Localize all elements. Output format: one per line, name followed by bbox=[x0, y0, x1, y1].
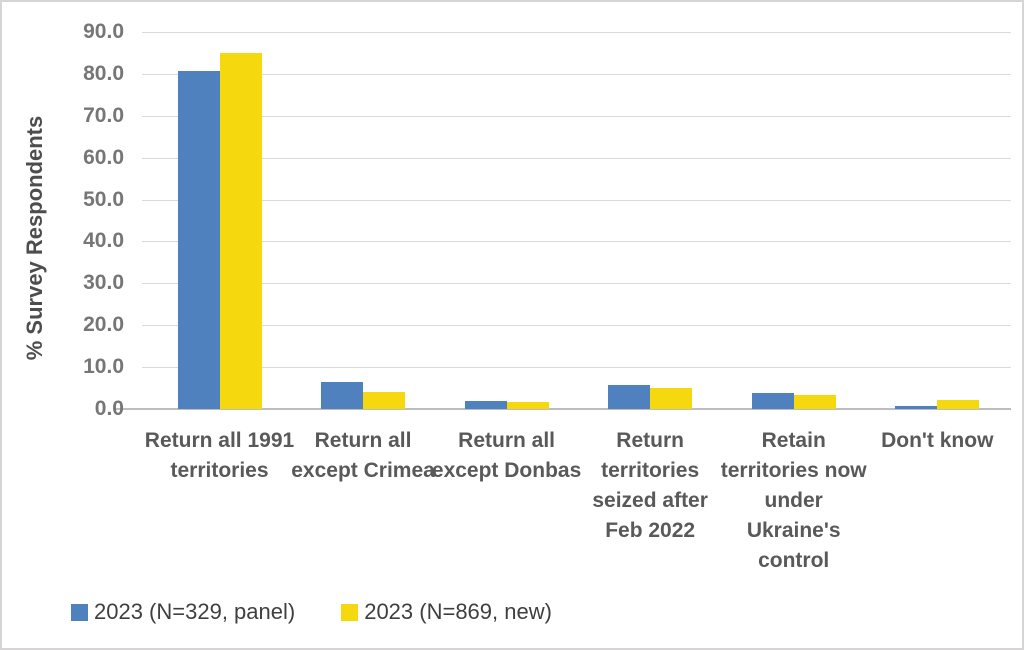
category-label: Return territories seized after Feb 2022 bbox=[592, 429, 708, 542]
y-tick-label: 80.0 bbox=[83, 61, 124, 85]
y-tick-label: 20.0 bbox=[83, 313, 124, 337]
bar-series-1-cat-2 bbox=[321, 382, 364, 409]
legend-swatch-icon bbox=[71, 603, 88, 621]
bar-series-2-cat-5 bbox=[793, 394, 836, 409]
legend-swatch-icon bbox=[341, 603, 359, 621]
x-axis-line bbox=[115, 408, 1011, 410]
legend-item-1: 2023 (N=329, panel) bbox=[71, 599, 295, 625]
legend: 2023 (N=329, panel) 2023 (N=869, new) bbox=[71, 599, 552, 625]
y-tick-label: 0.0 bbox=[94, 397, 124, 420]
gridline bbox=[142, 241, 1011, 243]
bar-series-2-cat-4 bbox=[650, 387, 693, 409]
category-label: Return all 1991 territories bbox=[144, 429, 295, 482]
bar-series-1-cat-3 bbox=[464, 400, 507, 409]
bar-series-2-cat-6 bbox=[937, 400, 980, 409]
gridline bbox=[142, 115, 1011, 117]
gridline bbox=[142, 199, 1011, 201]
gridline bbox=[142, 157, 1011, 159]
y-tick-label: 90.0 bbox=[83, 20, 124, 43]
bar-series-2-cat-1 bbox=[219, 52, 262, 409]
category-label: Retain territories now under Ukraine's c… bbox=[720, 429, 867, 572]
gridline bbox=[142, 367, 1011, 369]
legend-label: 2023 (N=329, panel) bbox=[94, 599, 296, 624]
y-tick-label: 70.0 bbox=[83, 103, 124, 127]
gridline bbox=[142, 32, 1011, 33]
bar-series-1-cat-1 bbox=[177, 71, 220, 409]
y-tick-label: 30.0 bbox=[83, 271, 124, 295]
y-tick-label: 10.0 bbox=[83, 355, 124, 379]
y-axis-title: % Survey Respondents bbox=[22, 115, 47, 361]
y-tick-label: 40.0 bbox=[83, 229, 124, 253]
gridline bbox=[142, 283, 1011, 285]
category-label: Don't know bbox=[881, 429, 994, 452]
bar-series-2-cat-3 bbox=[506, 402, 549, 409]
bar-series-1-cat-4 bbox=[608, 385, 651, 409]
category-label: Return all except Crimea bbox=[291, 429, 435, 482]
y-tick-label: 60.0 bbox=[83, 145, 124, 169]
bar-series-1-cat-5 bbox=[751, 392, 794, 409]
gridline bbox=[142, 325, 1011, 327]
bar-series-2-cat-2 bbox=[363, 392, 406, 409]
gridline bbox=[142, 73, 1011, 75]
legend-label: 2023 (N=869, new) bbox=[364, 599, 552, 624]
bar-series-1-cat-6 bbox=[895, 406, 938, 409]
legend-item-2: 2023 (N=869, new) bbox=[341, 599, 552, 625]
y-tick-label: 50.0 bbox=[83, 187, 124, 211]
category-label: Return all except Donbas bbox=[431, 429, 582, 482]
